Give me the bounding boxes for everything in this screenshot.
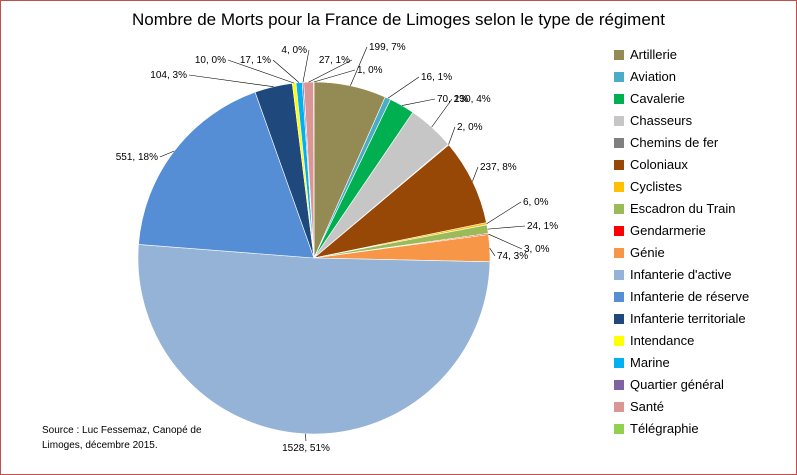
legend-item-4: Chemins de fer bbox=[610, 134, 795, 154]
leader-line-5 bbox=[472, 166, 479, 182]
data-label-17: 1, 0% bbox=[357, 65, 383, 76]
data-label-15: 4, 0% bbox=[281, 45, 307, 56]
data-labels: 199, 7% 16, 1% 70, 2%130, 4% 2, 0% 237, 8% 6,… bbox=[116, 42, 559, 454]
leader-line-17 bbox=[313, 69, 356, 83]
chart-title: Nombre de Morts pour la France de Limoge… bbox=[132, 10, 665, 29]
data-label-1: 16, 1% bbox=[421, 72, 452, 83]
legend-swatch bbox=[614, 138, 624, 148]
legend-item-14: Marine bbox=[610, 354, 795, 374]
legend-item-0: Artillerie bbox=[610, 46, 795, 66]
legend-item-16: Santé bbox=[610, 398, 795, 418]
legend-swatch bbox=[614, 226, 624, 236]
legend-label: Chasseurs bbox=[630, 113, 693, 128]
pie-slices bbox=[137, 81, 491, 435]
legend-swatch bbox=[614, 336, 624, 346]
leader-line-3 bbox=[431, 98, 453, 128]
legend-item-13: Intendance bbox=[610, 332, 795, 352]
legend-label: Quartier général bbox=[630, 377, 724, 392]
leader-line-7 bbox=[487, 225, 526, 230]
legend-swatch bbox=[614, 424, 624, 434]
legend-label: Infanterie de réserve bbox=[630, 289, 750, 304]
leader-line-14 bbox=[272, 59, 300, 83]
legend-item-1: Aviation bbox=[610, 68, 795, 88]
legend-item-3: Chasseurs bbox=[610, 112, 795, 132]
data-label-10: 1528, 51% bbox=[282, 443, 330, 454]
legend-item-6: Cyclistes bbox=[610, 178, 795, 198]
pie-slice-10 bbox=[137, 244, 491, 435]
pie-slice-11 bbox=[138, 91, 315, 259]
legend-swatch bbox=[614, 50, 624, 60]
legend-item-7: Escadron du Train bbox=[610, 200, 795, 220]
legend-item-12: Infanterie territoriale bbox=[610, 310, 795, 330]
data-label-6: 6, 0% bbox=[523, 197, 549, 208]
legend-swatch bbox=[614, 314, 624, 324]
leader-line-12 bbox=[188, 74, 274, 88]
legend-swatch bbox=[614, 204, 624, 214]
legend-label: Infanterie territoriale bbox=[630, 311, 746, 326]
legend-label: Télégraphie bbox=[630, 421, 699, 436]
legend-swatch bbox=[614, 72, 624, 82]
legend-swatch bbox=[614, 270, 624, 280]
legend-label: Intendance bbox=[630, 333, 695, 348]
leader-line-1 bbox=[387, 76, 420, 99]
legend-label: Santé bbox=[630, 399, 664, 414]
legend-label: Marine bbox=[630, 355, 670, 370]
legend-item-17: Télégraphie bbox=[610, 420, 795, 440]
data-label-5: 237, 8% bbox=[480, 162, 517, 173]
leader-line-6 bbox=[486, 201, 522, 224]
legend-item-10: Infanterie d'active bbox=[610, 266, 795, 286]
legend-swatch bbox=[614, 94, 624, 104]
legend-swatch bbox=[614, 292, 624, 302]
leader-line-13 bbox=[227, 59, 295, 84]
leader-line-0 bbox=[350, 46, 368, 86]
data-label-7: 24, 1% bbox=[527, 221, 558, 232]
legend-swatch bbox=[614, 402, 624, 412]
legend-item-2: Cavalerie bbox=[610, 90, 795, 110]
legend-swatch bbox=[614, 358, 624, 368]
legend-item-15: Quartier général bbox=[610, 376, 795, 396]
legend-label: Escadron du Train bbox=[630, 201, 736, 216]
legend-swatch bbox=[614, 380, 624, 390]
legend-label: Infanterie d'active bbox=[630, 267, 732, 282]
legend-swatch bbox=[614, 182, 624, 192]
leader-line-16 bbox=[308, 59, 353, 83]
data-label-16: 27, 1% bbox=[319, 55, 350, 66]
data-label-9: 74, 3% bbox=[497, 251, 528, 262]
legend-label: Chemins de fer bbox=[630, 135, 719, 150]
data-label-3: 130, 4% bbox=[454, 94, 491, 105]
leader-line-8 bbox=[488, 233, 523, 250]
data-label-2: 70, 2% bbox=[437, 94, 468, 105]
legend-label: Génie bbox=[630, 245, 665, 260]
leader-line-4 bbox=[448, 126, 456, 145]
data-label-0: 199, 7% bbox=[369, 42, 406, 53]
legend-swatch bbox=[614, 116, 624, 126]
data-label-11: 551, 18% bbox=[116, 152, 158, 163]
data-label-14: 17, 1% bbox=[240, 55, 271, 66]
legend-swatch bbox=[614, 248, 624, 258]
data-label-12: 104, 3% bbox=[150, 70, 187, 81]
legend-item-8: Gendarmerie bbox=[610, 222, 795, 242]
leader-line-2 bbox=[401, 98, 436, 106]
data-label-13: 10, 0% bbox=[195, 55, 226, 66]
leader-line-11 bbox=[159, 150, 175, 158]
legend-label: Coloniaux bbox=[630, 157, 688, 172]
leader-line-9 bbox=[489, 247, 496, 257]
legend-label: Artillerie bbox=[630, 47, 677, 62]
legend-item-11: Infanterie de réserve bbox=[610, 288, 795, 308]
legend-label: Gendarmerie bbox=[630, 223, 706, 238]
legend-item-5: Coloniaux bbox=[610, 156, 795, 176]
data-label-8: 3, 0% bbox=[524, 244, 550, 255]
data-label-4: 2, 0% bbox=[457, 122, 483, 133]
leader-line-10 bbox=[305, 433, 307, 442]
legend-item-9: Génie bbox=[610, 244, 795, 264]
legend-swatch bbox=[614, 160, 624, 170]
leader-lines bbox=[159, 46, 526, 442]
legend-label: Cyclistes bbox=[630, 179, 683, 194]
leader-line-15 bbox=[302, 49, 310, 83]
source-note: Source : Luc Fessemaz, Canopé de Limoges… bbox=[42, 425, 202, 451]
legend-label: Aviation bbox=[630, 69, 677, 84]
legend-label: Cavalerie bbox=[630, 91, 685, 106]
